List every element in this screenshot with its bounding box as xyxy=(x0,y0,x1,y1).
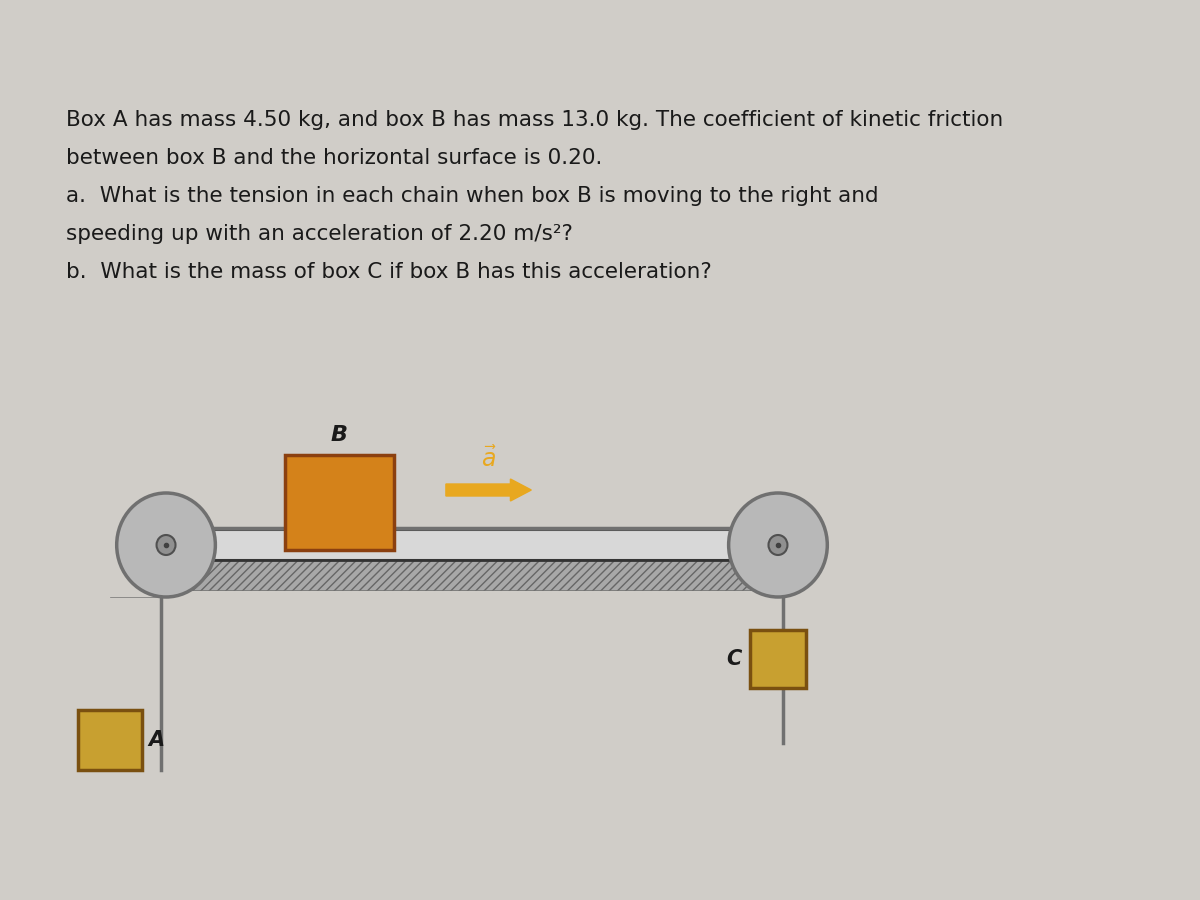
Text: $\vec{a}$: $\vec{a}$ xyxy=(480,446,497,472)
FancyArrow shape xyxy=(446,479,532,501)
Text: speeding up with an acceleration of 2.20 m/s²?: speeding up with an acceleration of 2.20… xyxy=(66,224,574,244)
Text: A: A xyxy=(148,730,164,750)
Text: between box B and the horizontal surface is 0.20.: between box B and the horizontal surface… xyxy=(66,148,602,168)
Circle shape xyxy=(116,493,215,597)
Text: C: C xyxy=(726,649,742,669)
Bar xyxy=(750,630,806,688)
Text: Box A has mass 4.50 kg, and box B has mass 13.0 kg. The coefficient of kinetic f: Box A has mass 4.50 kg, and box B has ma… xyxy=(66,110,1003,130)
Text: b.  What is the mass of box C if box B has this acceleration?: b. What is the mass of box C if box B ha… xyxy=(66,262,712,282)
Bar xyxy=(78,710,143,770)
Circle shape xyxy=(768,535,787,555)
Text: B: B xyxy=(331,425,348,445)
Circle shape xyxy=(728,493,827,597)
Bar xyxy=(166,530,778,560)
Bar xyxy=(284,455,394,550)
Circle shape xyxy=(156,535,175,555)
Bar xyxy=(166,560,778,590)
Text: a.  What is the tension in each chain when box B is moving to the right and: a. What is the tension in each chain whe… xyxy=(66,186,880,206)
